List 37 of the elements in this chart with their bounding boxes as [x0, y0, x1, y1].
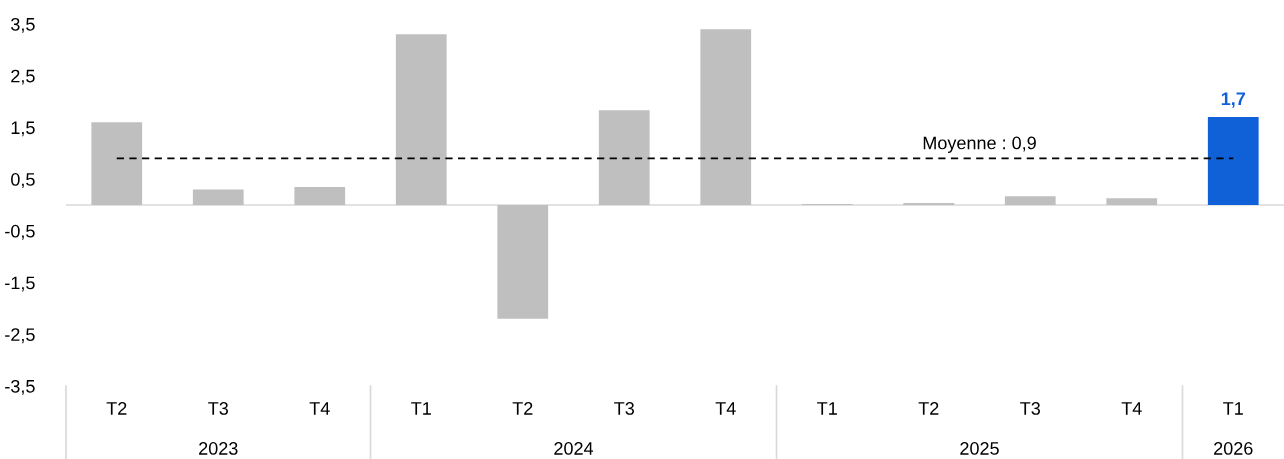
bar [598, 110, 650, 205]
bar [1106, 198, 1158, 205]
bar [700, 29, 752, 205]
x-tick-label: T2 [918, 402, 939, 415]
bar [903, 202, 955, 205]
bar [1004, 196, 1056, 205]
text: 2025 [960, 442, 999, 455]
x-tick-label: T1 [411, 402, 431, 415]
y-tick-label: 1,5 [11, 121, 35, 137]
ref-line-label: Moyenne : 0,9 [923, 136, 1036, 153]
x-tick-label: T4 [309, 402, 330, 415]
y-tick-label: 3,5 [11, 17, 35, 33]
data-label: 1,7 [1221, 92, 1246, 108]
bar [192, 189, 244, 205]
x-tick-label: T1 [817, 402, 837, 415]
x-tick-label: T2 [106, 402, 127, 415]
bar [1207, 117, 1259, 205]
text: 2026 [1214, 442, 1253, 455]
x-tick-label: T2 [512, 402, 533, 415]
bar [395, 34, 447, 205]
bar [91, 122, 143, 205]
bar [294, 186, 346, 205]
x-tick-label: T1 [1223, 402, 1243, 415]
bar [497, 205, 549, 319]
y-tick-label: -2,5 [5, 328, 35, 344]
y-tick-label: 2,5 [11, 69, 35, 85]
x-tick-label: T4 [715, 402, 736, 415]
y-tick-label: -3,5 [5, 379, 35, 395]
x-tick-label: T3 [1020, 402, 1040, 415]
y-tick-label: -1,5 [5, 276, 35, 292]
x-tick-label: T3 [208, 402, 228, 415]
text: 2024 [554, 442, 594, 455]
x-tick-label: T4 [1121, 402, 1142, 415]
y-tick-label: -0,5 [5, 224, 35, 240]
text: 2023 [199, 442, 238, 455]
x-tick-label: T3 [614, 402, 634, 415]
y-tick-label: 0,5 [11, 173, 35, 188]
